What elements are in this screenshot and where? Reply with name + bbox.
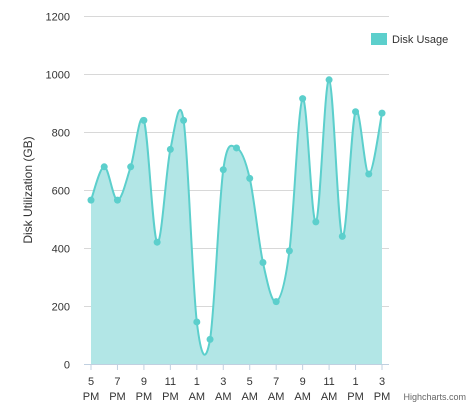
data-point-markers xyxy=(87,76,386,343)
x-tick-hour-11: 3 xyxy=(379,376,385,388)
data-point-21 xyxy=(365,170,373,178)
data-point-4 xyxy=(140,116,148,124)
x-tick-hour-7: 7 xyxy=(273,376,279,388)
x-tick-ampm-3: PM xyxy=(162,391,179,403)
data-point-6 xyxy=(166,145,174,153)
disk-usage-area xyxy=(91,79,382,364)
data-point-2 xyxy=(113,196,121,204)
x-tick-ampm-4: AM xyxy=(189,391,206,403)
data-point-7 xyxy=(180,116,188,124)
data-point-9 xyxy=(206,335,214,343)
x-tick-ampm-8: AM xyxy=(294,391,311,403)
x-tick-hour-2: 9 xyxy=(141,376,147,388)
data-point-14 xyxy=(272,298,280,306)
data-point-20 xyxy=(352,108,360,116)
y-tick-label-0: 0 xyxy=(64,360,70,372)
y-tick-label-800: 800 xyxy=(52,128,70,140)
x-tick-hour-10: 1 xyxy=(352,376,358,388)
data-point-1 xyxy=(100,163,108,171)
data-point-18 xyxy=(325,76,333,84)
data-point-15 xyxy=(285,247,293,255)
x-tick-hour-0: 5 xyxy=(88,376,94,388)
x-tick-ampm-0: PM xyxy=(83,391,100,403)
y-tick-label-600: 600 xyxy=(52,186,70,198)
x-tick-hour-5: 3 xyxy=(220,376,226,388)
data-point-0 xyxy=(87,196,95,204)
y-tick-labels: 0 200 400 600 800 1000 1200 xyxy=(46,12,70,372)
y-tick-label-1200: 1200 xyxy=(46,12,70,24)
y-axis-title: Disk Utilization (GB) xyxy=(21,136,35,243)
legend-label: Disk Usage xyxy=(392,34,448,46)
data-point-5 xyxy=(153,238,161,246)
data-point-8 xyxy=(193,318,201,326)
y-tick-label-1000: 1000 xyxy=(46,70,70,82)
x-tick-hour-3: 11 xyxy=(165,376,176,388)
x-tick-hour-8: 9 xyxy=(300,376,306,388)
legend-item-disk-usage[interactable]: Disk Usage xyxy=(371,33,448,46)
y-tick-label-400: 400 xyxy=(52,244,70,256)
data-point-10 xyxy=(219,166,227,174)
x-tick-hour-1: 7 xyxy=(114,376,120,388)
x-tick-hour-6: 5 xyxy=(247,376,253,388)
x-tick-ampm-2: PM xyxy=(136,391,153,403)
data-point-11 xyxy=(233,144,240,152)
x-tick-ampm-1: PM xyxy=(109,391,126,403)
data-point-12 xyxy=(246,174,254,182)
data-point-3 xyxy=(127,163,135,171)
x-tick-marks xyxy=(90,364,383,370)
y-tick-label-200: 200 xyxy=(52,302,70,314)
data-point-19 xyxy=(338,232,346,240)
x-tick-ampm-11: PM xyxy=(374,391,391,403)
x-tick-labels: 5 PM 7 PM 9 PM 11 PM 1 AM 3 AM 5 AM 7 AM 9 AM 11 AM 1 PM 3 PM xyxy=(83,376,391,403)
legend-swatch xyxy=(371,33,387,45)
x-tick-ampm-5: AM xyxy=(215,391,232,403)
x-tick-ampm-6: AM xyxy=(241,391,258,403)
x-tick-hour-4: 1 xyxy=(194,376,200,388)
data-point-13 xyxy=(259,259,267,266)
x-tick-hour-9: 11 xyxy=(323,376,334,388)
data-point-17 xyxy=(312,218,320,226)
data-point-16 xyxy=(299,95,307,103)
data-point-22 xyxy=(378,109,386,117)
credits-link[interactable]: Highcharts.com xyxy=(403,392,466,402)
x-tick-ampm-9: AM xyxy=(321,391,338,403)
x-tick-ampm-10: PM xyxy=(347,391,364,403)
x-tick-ampm-7: AM xyxy=(268,391,285,403)
